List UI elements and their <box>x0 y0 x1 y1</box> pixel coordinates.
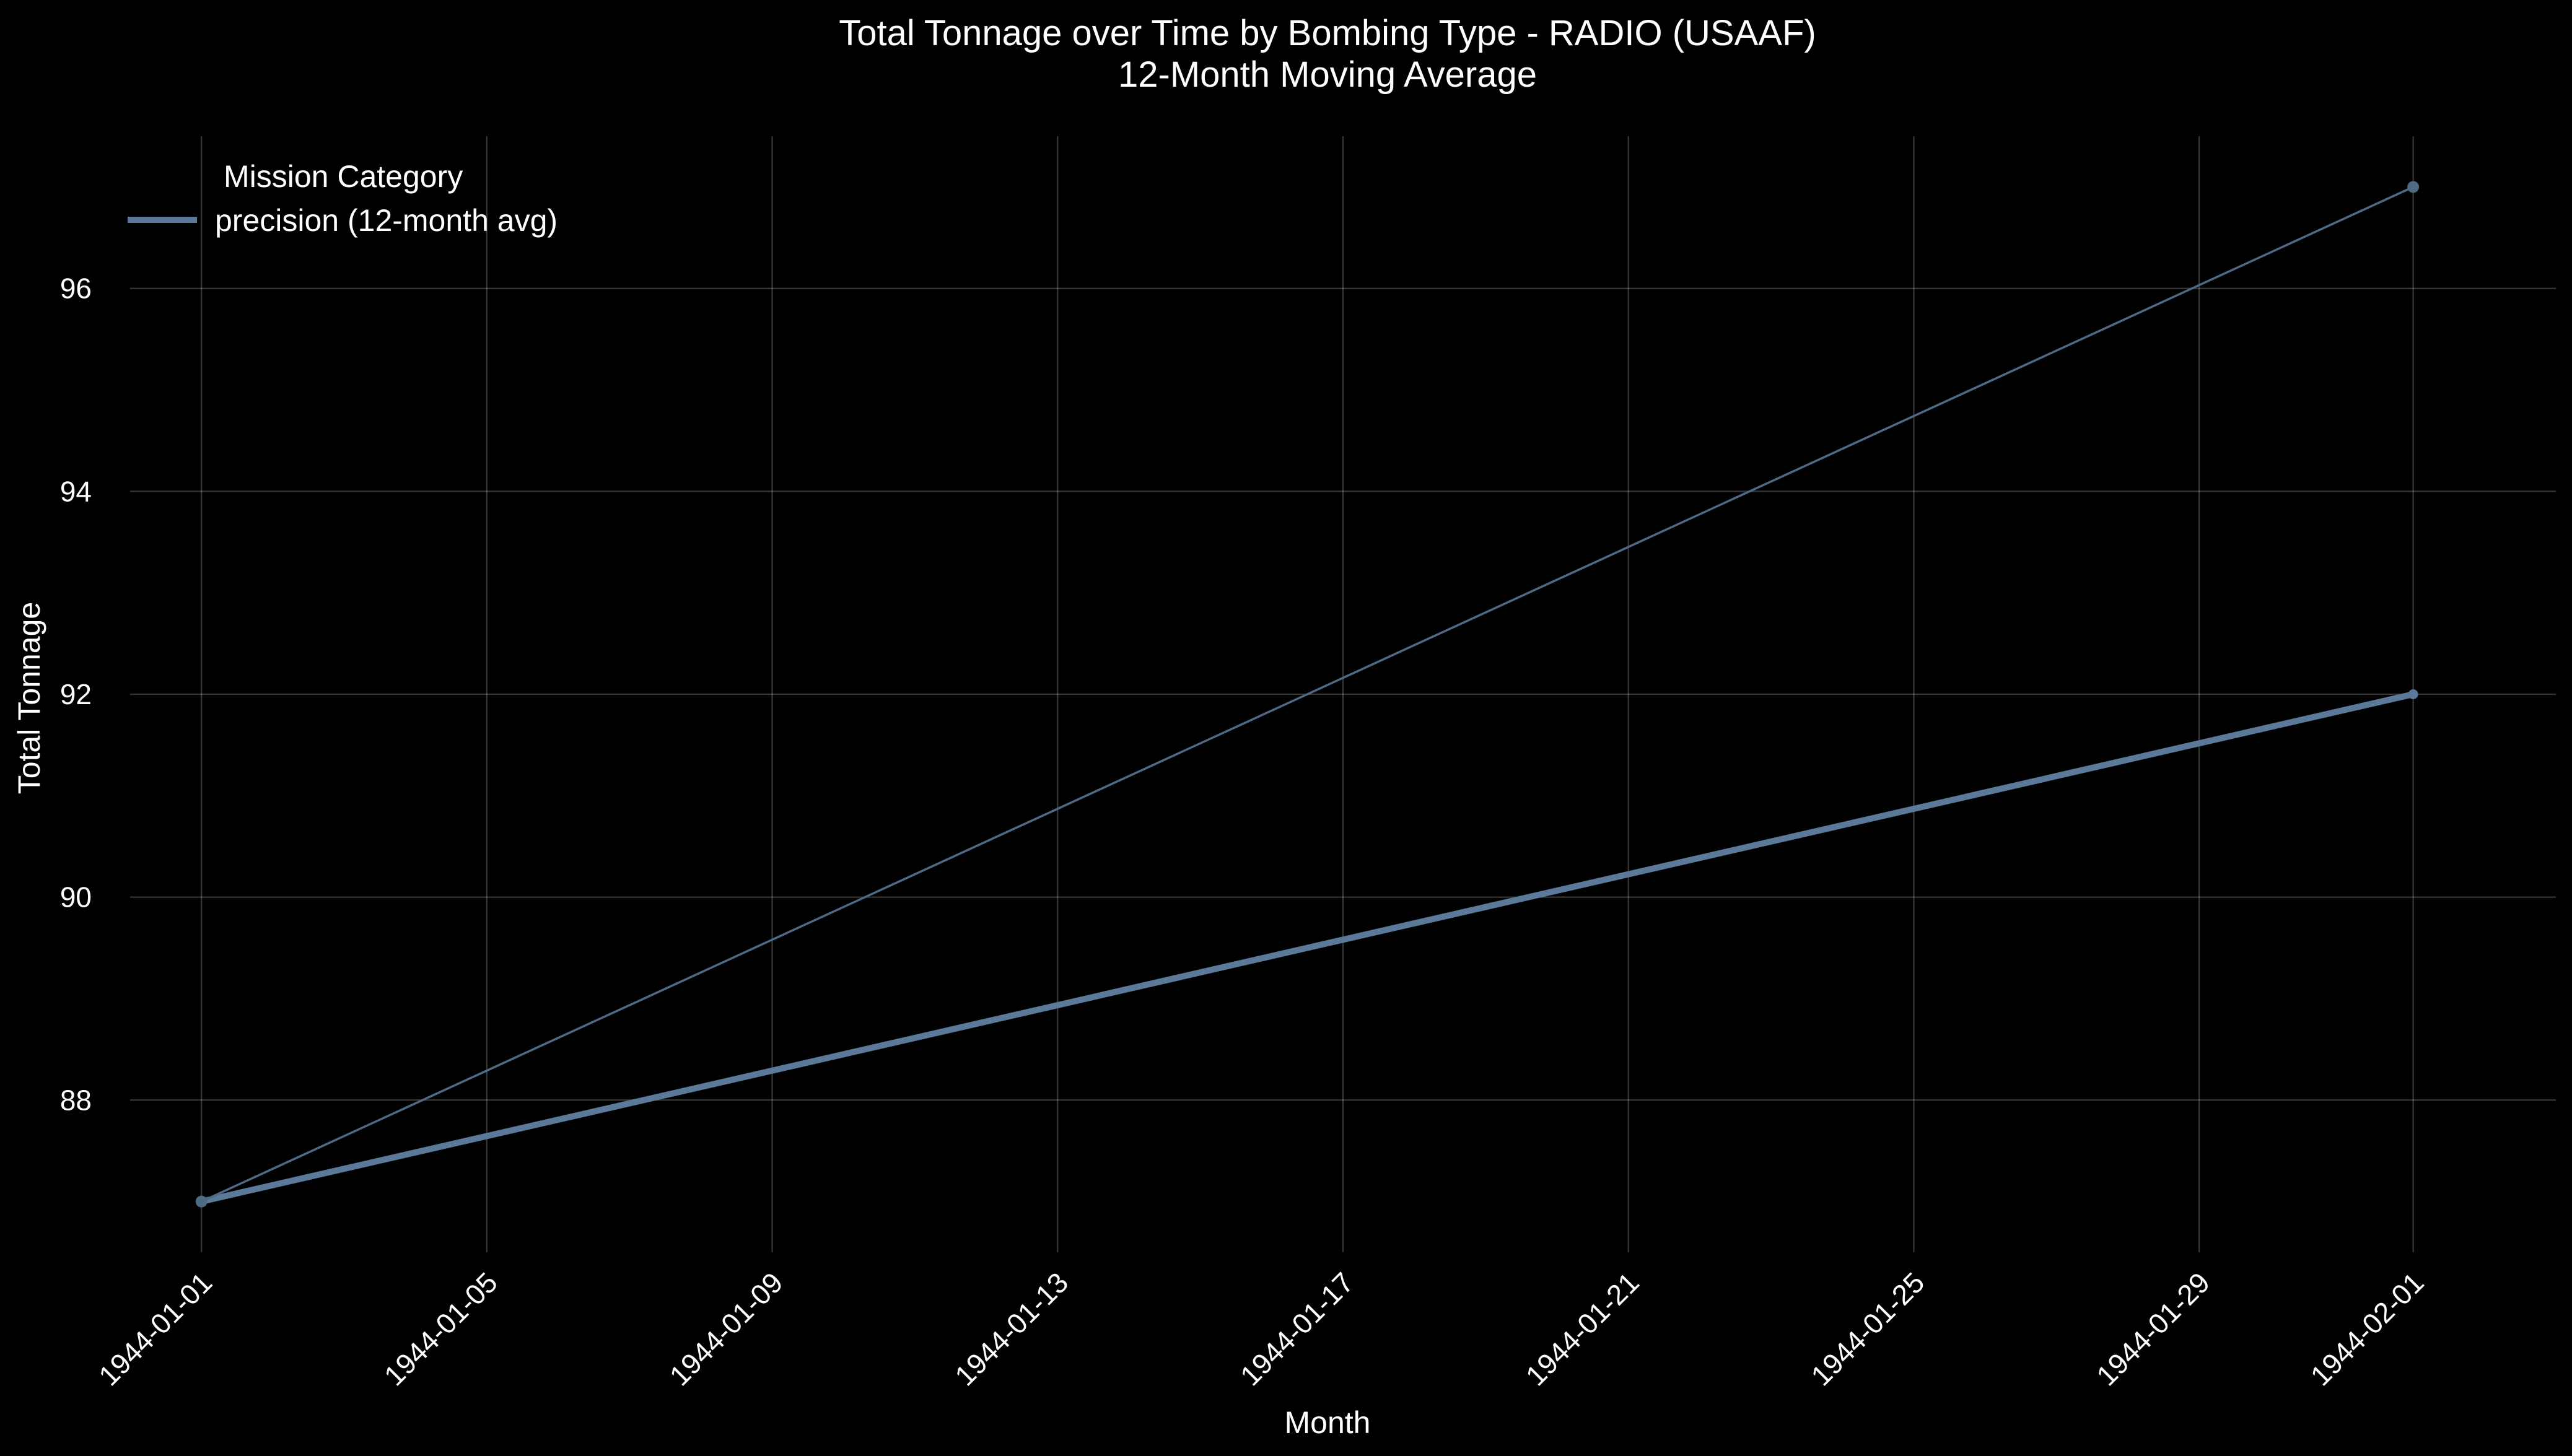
y-tick-label: 88 <box>60 1084 92 1116</box>
data-point-precision <box>2408 689 2418 699</box>
series-group <box>195 181 2420 1208</box>
data-point-raw <box>195 1195 208 1208</box>
legend-title: Mission Category <box>224 159 463 194</box>
legend: Mission Category precision (12-month avg… <box>128 159 558 238</box>
y-tick-label: 94 <box>60 475 92 507</box>
y-tick-label: 96 <box>60 272 92 305</box>
chart-subtitle: 12-Month Moving Average <box>1118 54 1537 95</box>
y-tick-label: 92 <box>60 678 92 710</box>
series-line-raw <box>200 186 2415 1203</box>
chart-title: Total Tonnage over Time by Bombing Type … <box>839 13 1816 53</box>
grid <box>130 136 2556 1252</box>
data-point-raw <box>2407 181 2420 193</box>
x-axis-label: Month <box>1285 1405 1371 1440</box>
y-tick-label: 90 <box>60 881 92 913</box>
series-line-precision <box>198 691 2417 1205</box>
y-axis-label: Total Tonnage <box>12 602 46 794</box>
legend-entry-label: precision (12-month avg) <box>215 203 558 238</box>
y-tick-labels: 88 90 92 94 96 <box>60 272 92 1117</box>
